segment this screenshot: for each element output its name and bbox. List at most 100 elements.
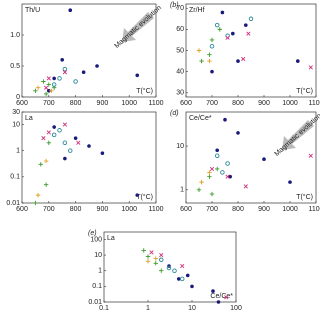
x-tick-label: 700: [206, 100, 218, 107]
point: [62, 140, 68, 146]
point: [196, 48, 202, 53]
point: [296, 59, 300, 63]
x-tick-label: 900: [258, 100, 270, 107]
trend-arrow: [282, 120, 314, 150]
y-axis-label: Ce/Ce*: [189, 115, 212, 122]
x-tick-label: 600: [16, 100, 28, 107]
point: [87, 144, 91, 148]
point: [231, 31, 235, 36]
point: [172, 268, 177, 273]
point: [44, 85, 49, 90]
y-tick-label: 0: [16, 94, 20, 101]
point: [159, 252, 164, 258]
x-tick-label: 1: [146, 305, 150, 312]
point: [158, 257, 164, 263]
point: [76, 140, 81, 145]
point: [190, 284, 194, 289]
point: [217, 27, 222, 32]
point: [49, 88, 54, 93]
point: [141, 248, 146, 253]
x-tick-label: 100: [230, 305, 242, 312]
y-axis-label: Zr/Hf: [189, 7, 205, 14]
x-axis-label: Ce/Ce*: [210, 293, 233, 300]
point: [153, 261, 158, 266]
point: [145, 259, 151, 264]
point: [216, 300, 221, 304]
point: [41, 79, 46, 84]
y-tick-label: 0.5: [10, 63, 20, 70]
point: [176, 277, 181, 281]
point: [33, 88, 38, 93]
trend-label: Magmatic evolution: [273, 112, 320, 158]
point: [214, 153, 220, 159]
point: [224, 295, 229, 300]
x-tick-label: 600: [16, 206, 28, 213]
point: [244, 23, 248, 27]
point: [210, 69, 214, 74]
point: [236, 59, 240, 63]
x-tick-label: 0.1: [99, 305, 109, 312]
point: [67, 148, 73, 153]
point: [180, 263, 185, 269]
x-axis-label: T(°C): [296, 193, 313, 201]
y-tick-label: 70: [176, 5, 184, 12]
point: [288, 180, 292, 184]
point: [246, 31, 251, 36]
x-tick-label: 900: [97, 100, 109, 107]
point: [248, 16, 254, 22]
point: [214, 22, 220, 28]
point: [81, 70, 86, 74]
point: [46, 140, 51, 145]
y-tick-label: 0.1: [92, 283, 102, 290]
y-tick-label: 1.0: [10, 32, 20, 39]
point: [43, 182, 49, 187]
point: [179, 276, 185, 282]
point: [199, 58, 204, 64]
point: [33, 200, 38, 206]
point: [47, 89, 51, 93]
point: [46, 82, 51, 87]
point: [225, 35, 230, 40]
x-tick-label: 1000: [282, 206, 298, 213]
point: [46, 76, 51, 81]
panel-label: (e): [88, 230, 97, 237]
y-tick-label: 40: [176, 68, 184, 75]
y-tick-label: 0.1: [10, 174, 20, 181]
point: [68, 8, 73, 12]
x-tick-label: 700: [43, 100, 55, 107]
x-axis-label: T(°C): [136, 193, 153, 201]
point: [145, 254, 151, 259]
plot-frame: [185, 3, 317, 98]
x-tick-label: 1000: [282, 100, 298, 107]
x-tick-label: 800: [232, 100, 244, 107]
point: [100, 151, 105, 155]
point: [241, 56, 246, 62]
y-axis-label: Th/U: [25, 7, 40, 14]
point: [211, 289, 215, 293]
point: [62, 70, 67, 75]
point: [308, 153, 313, 158]
y-tick-label: 50: [176, 47, 184, 54]
x-tick-label: 800: [70, 100, 82, 107]
plot-frame: [21, 111, 157, 204]
x-axis-label: T(°C): [296, 87, 313, 95]
panel-label: (d): [170, 110, 179, 117]
x-tick-label: 700: [43, 206, 55, 213]
point: [199, 179, 204, 185]
y-tick-label: 0.01: [6, 200, 20, 207]
x-axis-label: T(°C): [136, 87, 153, 95]
point: [57, 128, 62, 133]
point: [35, 85, 41, 90]
point: [52, 125, 56, 129]
x-tick-label: 10: [188, 305, 196, 312]
point: [215, 166, 220, 172]
trend-label: Magmatic evolution: [113, 4, 163, 50]
y-tick-label: 10: [176, 143, 184, 150]
point: [153, 256, 158, 261]
x-tick-label: 1000: [121, 100, 137, 107]
point: [60, 58, 64, 62]
point: [308, 65, 313, 70]
y-tick-label: 30: [176, 90, 184, 97]
x-tick-label: 1100: [308, 206, 320, 213]
y-tick-label: 1: [180, 187, 184, 194]
